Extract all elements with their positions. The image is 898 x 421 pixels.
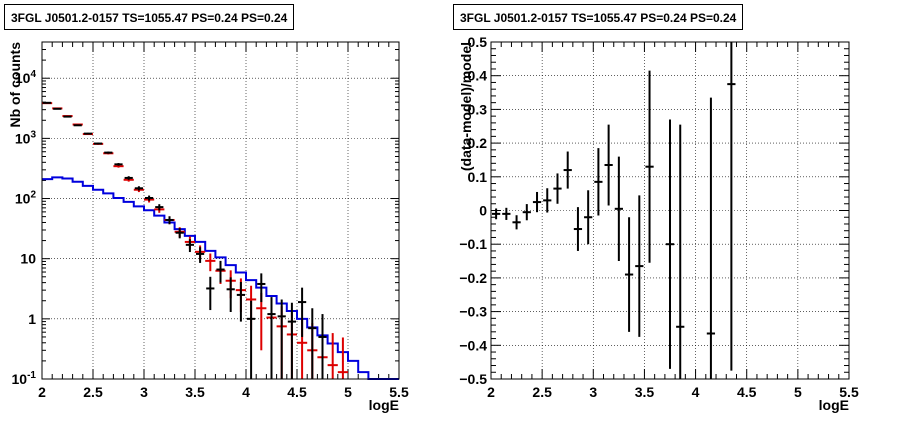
residual-point <box>614 156 623 262</box>
residual-point <box>532 191 542 213</box>
y-tick-label: −0.4 <box>459 337 487 353</box>
x-tick-label: 2.5 <box>532 384 552 400</box>
x-tick-label: 5 <box>794 384 802 400</box>
residual-point <box>492 208 501 220</box>
data-point <box>318 314 327 379</box>
plot-frame <box>490 41 850 380</box>
model-point <box>327 333 338 379</box>
data-point <box>43 101 52 104</box>
data-point <box>277 299 286 379</box>
y-tick-label: 1 <box>28 311 36 327</box>
data-point <box>185 239 194 253</box>
y-tick-label: 0.4 <box>468 68 488 84</box>
data-point <box>104 151 113 154</box>
chart-title: 3FGL J0501.2-0157 TS=1055.47 PS=0.24 PS=… <box>453 4 744 30</box>
residual-point <box>553 173 562 204</box>
x-tick-label: 3 <box>589 384 597 400</box>
residual-point <box>522 204 531 221</box>
x-tick-label: 4 <box>692 384 700 400</box>
y-tick-label: 0.1 <box>468 169 488 185</box>
residual-point <box>573 207 583 251</box>
residual-point <box>706 97 716 379</box>
y-tick-label: 0 <box>479 203 487 219</box>
x-tick-label: 5.5 <box>839 384 859 400</box>
y-tick-label: −0.5 <box>459 371 487 387</box>
x-axis-label: logE <box>819 397 849 413</box>
residual-point <box>645 70 654 263</box>
y-tick-label: 10 <box>20 251 36 267</box>
data-point <box>165 216 174 225</box>
residual-point <box>665 119 675 369</box>
data-point <box>114 163 123 166</box>
counts-spectrum-panel: 10-1 1 10 102 103 104 2 2.5 3 3.5 4 4.5 5 5.5 logE Nb o… <box>4 4 409 413</box>
residuals-panel: −0.5 −0.4 −0.3 −0.2 −0.1 0 0.1 0.2 0.3 0.4 0.5 2 2.5… <box>449 0 898 421</box>
residual-point <box>584 190 593 245</box>
data-point <box>267 297 276 379</box>
data-point <box>73 124 82 127</box>
y-tick-label: 102 <box>15 190 37 207</box>
data-point <box>216 260 225 283</box>
data-point <box>124 176 133 180</box>
data-point <box>247 300 256 379</box>
data-point <box>83 132 92 135</box>
y-tick-label: 0.3 <box>468 101 488 117</box>
residuals-chart: −0.5 −0.4 −0.3 −0.2 −0.1 0 0.1 0.2 0.3 0.4 0.5 2 2.5… <box>458 34 859 413</box>
residual-point <box>512 215 521 230</box>
residual-point <box>502 207 511 220</box>
y-tick-label: 10-1 <box>12 370 37 387</box>
source-model-histogram <box>42 176 399 380</box>
plot-frame <box>41 41 400 380</box>
data-point <box>53 107 62 110</box>
y-tick-label: 103 <box>15 129 37 146</box>
x-tick-label: 2.5 <box>83 384 103 400</box>
y-tick-label: −0.1 <box>459 236 487 252</box>
data-point <box>94 142 103 145</box>
y-tick-label: −0.3 <box>459 304 487 320</box>
data-point <box>196 247 205 263</box>
residual-point <box>727 42 736 371</box>
data-point <box>175 228 184 239</box>
x-tick-label: 5 <box>344 384 352 400</box>
residual-point <box>604 124 613 206</box>
data-point <box>298 287 307 337</box>
data-point <box>308 308 317 379</box>
y-tick-label: −0.2 <box>459 270 487 286</box>
data-point <box>226 277 235 312</box>
x-tick-label: 2 <box>487 384 495 400</box>
x-tick-label: 3.5 <box>185 384 205 400</box>
chart-title: 3FGL J0501.2-0157 TS=1055.47 PS=0.24 PS=… <box>4 4 295 30</box>
data-point <box>145 195 154 201</box>
x-tick-label: 3 <box>140 384 148 400</box>
model-point <box>256 292 267 351</box>
y-axis-label: (data-model)/model <box>458 42 474 171</box>
data-point <box>206 276 215 311</box>
y-axis-label: Nb of counts <box>7 42 23 128</box>
x-tick-label: 4.5 <box>287 384 307 400</box>
x-tick-label: 5.5 <box>389 384 409 400</box>
residual-point <box>635 195 644 337</box>
data-point <box>155 204 164 211</box>
x-axis-label: logE <box>369 397 399 413</box>
residual-point <box>563 151 572 189</box>
residual-point <box>594 148 603 216</box>
x-tick-label: 3.5 <box>635 384 655 400</box>
y-tick-label: 0.5 <box>468 34 488 50</box>
residual-point <box>676 124 685 379</box>
data-point <box>236 281 245 322</box>
data-point <box>257 273 266 303</box>
model-point <box>337 337 348 379</box>
residual-point <box>543 188 552 213</box>
model-point <box>205 253 216 272</box>
x-tick-label: 4 <box>242 384 250 400</box>
data-point <box>63 115 72 118</box>
x-tick-label: 2 <box>38 384 46 400</box>
residual-point <box>624 217 634 332</box>
data-point <box>287 302 296 379</box>
y-tick-label: 104 <box>15 69 37 86</box>
x-tick-label: 4.5 <box>737 384 757 400</box>
data-point <box>134 186 143 191</box>
y-tick-label: 0.2 <box>468 135 488 151</box>
